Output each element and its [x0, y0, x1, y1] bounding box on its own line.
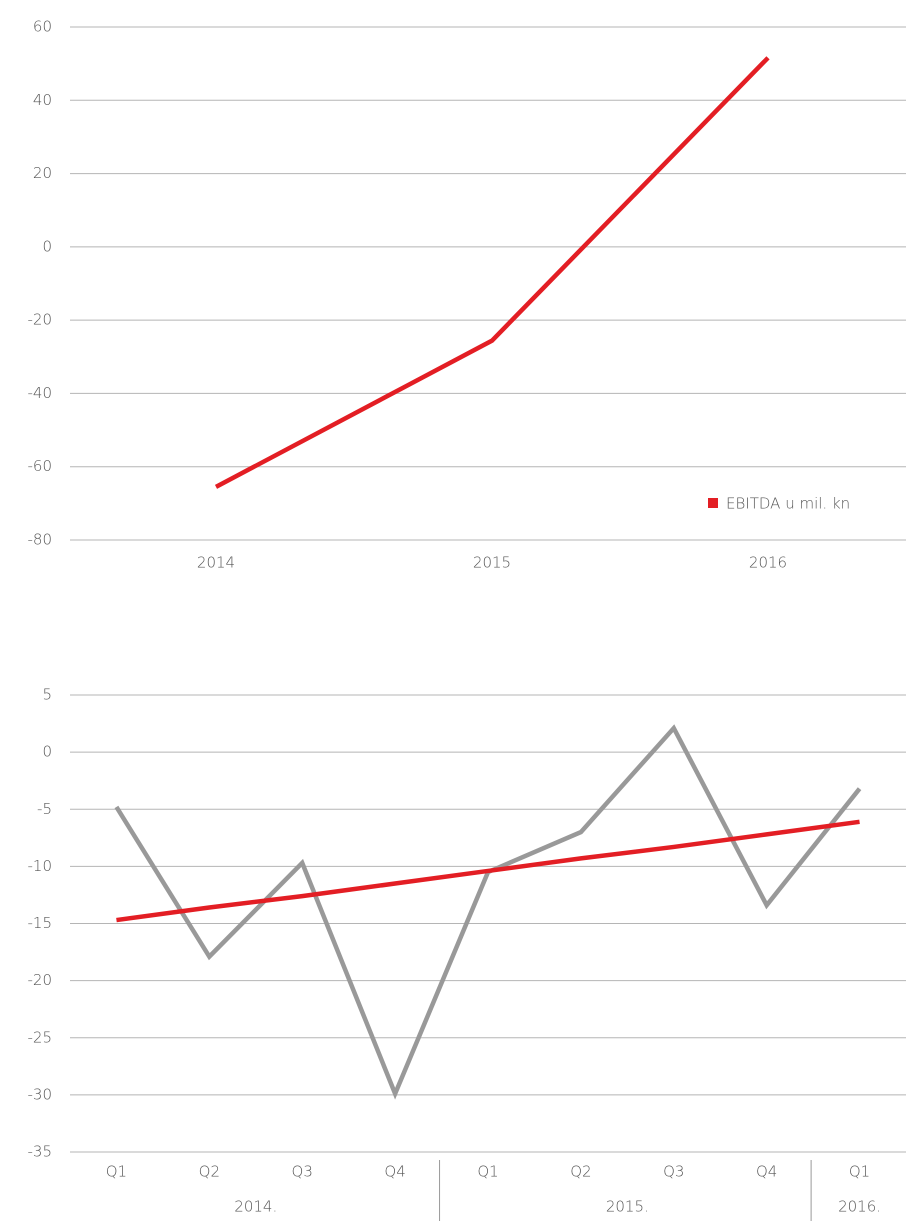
x-tick-label: Q1: [849, 1163, 870, 1181]
x-tick-label: Q1: [477, 1163, 498, 1181]
y-tick-label: 0: [42, 743, 52, 761]
x-tick-label: 2014: [197, 554, 235, 572]
y-tick-label: -35: [28, 1143, 53, 1161]
x-tick-label: 2016: [749, 554, 787, 572]
y-tick-label: -20: [28, 311, 53, 329]
x-tick-label: 2015: [473, 554, 511, 572]
group-label: 2014.: [234, 1198, 277, 1216]
y-tick-label: 40: [33, 91, 52, 109]
y-tick-label: -60: [28, 457, 53, 475]
y-tick-label: -5: [37, 800, 52, 818]
legend-label: EBITDA u mil. kn: [726, 495, 850, 513]
x-tick-label: Q1: [106, 1163, 127, 1181]
y-tick-label: -15: [28, 914, 53, 932]
group-label: 2015.: [606, 1198, 649, 1216]
x-tick-label: Q2: [199, 1163, 220, 1181]
x-tick-label: Q4: [384, 1163, 405, 1181]
y-tick-label: 5: [42, 686, 52, 704]
x-tick-label: Q3: [663, 1163, 684, 1181]
x-tick-label: Q3: [292, 1163, 313, 1181]
data-line: [116, 819, 860, 923]
y-tick-label: 0: [42, 237, 52, 255]
y-tick-label: 20: [33, 164, 52, 182]
y-tick-label: -20: [28, 971, 53, 989]
y-tick-label: -80: [28, 531, 53, 549]
y-tick-label: -10: [28, 857, 53, 875]
y-tick-label: -40: [28, 384, 53, 402]
x-tick-label: Q4: [756, 1163, 777, 1181]
group-label: 2016.: [838, 1198, 881, 1216]
y-tick-label: -25: [28, 1028, 53, 1046]
data-line: [214, 56, 770, 489]
legend-swatch: [708, 498, 718, 508]
y-tick-label: 60: [33, 18, 52, 36]
y-tick-label: -30: [28, 1085, 53, 1103]
x-tick-label: Q2: [570, 1163, 591, 1181]
data-line: [114, 724, 862, 1100]
